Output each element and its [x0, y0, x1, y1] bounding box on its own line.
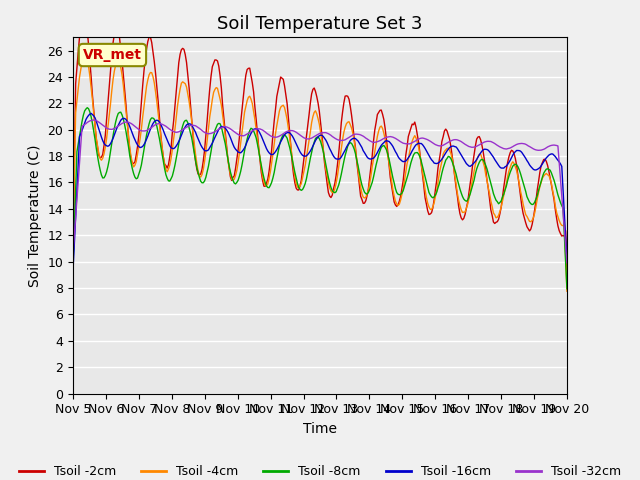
Line: Tsoil -2cm: Tsoil -2cm [73, 15, 567, 269]
Tsoil -16cm [422, 148, 430, 154]
Tsoil -4cm [87, 85, 95, 91]
Tsoil -8cm [69, 260, 77, 266]
Tsoil -4cm [81, 50, 88, 56]
Tsoil -16cm [496, 164, 504, 170]
Tsoil -4cm [561, 222, 568, 228]
Tsoil -32cm [86, 118, 93, 124]
Tsoil -8cm [563, 286, 571, 292]
Tsoil -4cm [103, 136, 111, 142]
Tsoil -16cm [87, 110, 95, 116]
Y-axis label: Soil Temperature (C): Soil Temperature (C) [28, 144, 42, 287]
Tsoil -2cm [103, 117, 111, 122]
Tsoil -16cm [103, 143, 111, 149]
Tsoil -32cm [563, 260, 571, 266]
Line: Tsoil -8cm: Tsoil -8cm [73, 108, 567, 289]
Tsoil -4cm [563, 288, 571, 294]
Text: VR_met: VR_met [83, 48, 142, 62]
X-axis label: Time: Time [303, 422, 337, 436]
Tsoil -8cm [103, 169, 111, 175]
Tsoil -4cm [69, 231, 77, 237]
Tsoil -16cm [86, 111, 93, 117]
Tsoil -4cm [324, 180, 332, 186]
Tsoil -4cm [496, 208, 504, 214]
Tsoil -16cm [324, 143, 332, 148]
Tsoil -32cm [324, 131, 332, 137]
Tsoil -4cm [422, 194, 430, 200]
Tsoil -2cm [87, 74, 95, 80]
Tsoil -32cm [561, 226, 568, 232]
Tsoil -8cm [422, 179, 430, 185]
Tsoil -2cm [496, 211, 504, 216]
Tsoil -32cm [422, 136, 430, 142]
Title: Soil Temperature Set 3: Soil Temperature Set 3 [217, 15, 423, 33]
Tsoil -32cm [103, 125, 111, 131]
Legend: Tsoil -2cm, Tsoil -4cm, Tsoil -8cm, Tsoil -16cm, Tsoil -32cm: Tsoil -2cm, Tsoil -4cm, Tsoil -8cm, Tsoi… [14, 460, 626, 480]
Tsoil -2cm [69, 245, 77, 251]
Tsoil -32cm [69, 250, 77, 256]
Line: Tsoil -4cm: Tsoil -4cm [73, 53, 567, 291]
Tsoil -8cm [83, 105, 91, 110]
Line: Tsoil -16cm: Tsoil -16cm [73, 113, 567, 270]
Tsoil -32cm [90, 117, 97, 123]
Tsoil -2cm [79, 12, 87, 18]
Tsoil -2cm [561, 233, 568, 239]
Tsoil -2cm [563, 266, 571, 272]
Line: Tsoil -32cm: Tsoil -32cm [73, 120, 567, 263]
Tsoil -16cm [563, 258, 571, 264]
Tsoil -8cm [324, 175, 332, 180]
Tsoil -2cm [422, 201, 430, 207]
Tsoil -2cm [324, 190, 332, 195]
Tsoil -16cm [69, 267, 77, 273]
Tsoil -32cm [496, 144, 504, 150]
Tsoil -8cm [561, 233, 568, 239]
Tsoil -16cm [561, 212, 568, 217]
Tsoil -8cm [87, 114, 95, 120]
Tsoil -8cm [496, 200, 504, 205]
